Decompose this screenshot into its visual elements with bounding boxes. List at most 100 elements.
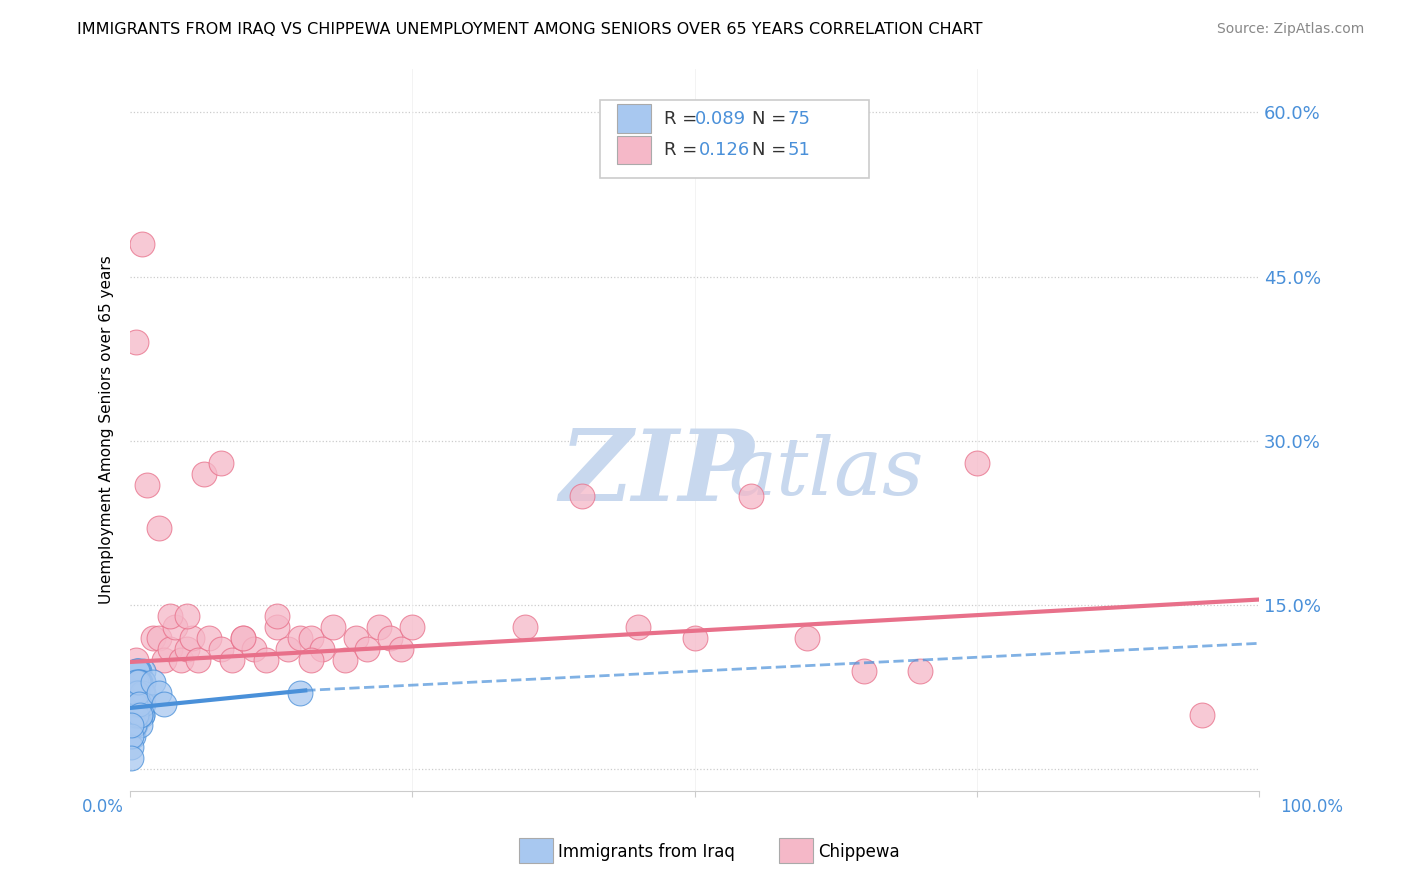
Text: R =: R = (664, 141, 709, 159)
Point (124, 685, 146, 699)
Point (277, 641, 299, 656)
Point (333, 653, 356, 667)
Text: N =: N = (752, 141, 792, 159)
Point (131, 674, 153, 689)
Point (129, 707, 152, 722)
Point (122, 697, 145, 711)
Text: 51: 51 (787, 141, 810, 159)
Point (122, 685, 145, 699)
Point (132, 674, 155, 689)
Point (322, 620, 344, 634)
Point (124, 685, 146, 699)
Point (131, 697, 153, 711)
Point (142, 631, 165, 645)
Point (299, 631, 322, 645)
Text: 75: 75 (787, 110, 810, 128)
Point (198, 631, 221, 645)
Point (127, 697, 149, 711)
Point (131, 707, 153, 722)
Point (120, 718, 142, 732)
Point (127, 697, 149, 711)
Point (159, 609, 181, 624)
Point (221, 653, 243, 667)
Point (187, 653, 209, 667)
Text: Source: ZipAtlas.com: Source: ZipAtlas.com (1216, 22, 1364, 37)
Point (131, 697, 153, 711)
Point (127, 685, 149, 699)
Point (128, 697, 150, 711)
Point (125, 653, 148, 667)
Text: ZIP: ZIP (560, 425, 754, 522)
Point (132, 685, 155, 699)
Point (232, 631, 254, 645)
Point (127, 685, 149, 699)
Point (127, 697, 149, 711)
Point (121, 707, 143, 722)
Point (131, 674, 153, 689)
Point (165, 620, 187, 634)
Point (129, 697, 152, 711)
Point (128, 697, 150, 711)
Point (389, 641, 412, 656)
Point (181, 631, 204, 645)
Point (127, 685, 149, 699)
Text: IMMIGRANTS FROM IRAQ VS CHIPPEWA UNEMPLOYMENT AMONG SENIORS OVER 65 YEARS CORREL: IMMIGRANTS FROM IRAQ VS CHIPPEWA UNEMPLO… (77, 22, 983, 37)
Text: 0.089: 0.089 (695, 110, 745, 128)
Point (367, 620, 389, 634)
Point (193, 467, 215, 481)
Point (122, 718, 145, 732)
Text: R =: R = (664, 110, 703, 128)
Point (121, 697, 143, 711)
Point (571, 489, 593, 503)
Point (232, 631, 254, 645)
Point (344, 631, 367, 645)
Text: 0.0%: 0.0% (82, 798, 124, 816)
Point (1191, 707, 1213, 722)
Point (121, 730, 143, 744)
Point (131, 236, 153, 251)
Point (122, 707, 145, 722)
Point (129, 718, 152, 732)
Point (128, 697, 150, 711)
Point (132, 685, 155, 699)
Text: Immigrants from Iraq: Immigrants from Iraq (558, 843, 735, 861)
Point (129, 685, 152, 699)
Text: atlas: atlas (728, 434, 924, 512)
Point (120, 740, 142, 755)
Text: 100.0%: 100.0% (1279, 798, 1343, 816)
Point (515, 620, 537, 634)
Point (132, 674, 155, 689)
Point (627, 620, 650, 634)
Point (129, 685, 152, 699)
Text: 0.126: 0.126 (699, 141, 749, 159)
Point (176, 609, 198, 624)
Point (148, 631, 170, 645)
Point (124, 707, 146, 722)
Point (124, 674, 146, 689)
Point (132, 697, 155, 711)
Point (128, 664, 150, 678)
Point (136, 477, 159, 491)
Point (124, 697, 146, 711)
Point (966, 456, 988, 470)
Point (153, 653, 176, 667)
Point (122, 685, 145, 699)
Point (266, 620, 288, 634)
Point (740, 489, 762, 503)
Point (266, 609, 288, 624)
Point (127, 707, 149, 722)
Point (401, 620, 423, 634)
Text: N =: N = (752, 110, 792, 128)
Point (127, 707, 149, 722)
Point (356, 641, 378, 656)
Point (148, 685, 170, 699)
Point (132, 664, 155, 678)
Point (121, 674, 143, 689)
Point (125, 674, 148, 689)
Point (288, 631, 311, 645)
Point (127, 664, 149, 678)
Point (129, 674, 152, 689)
Point (124, 718, 146, 732)
Point (127, 685, 149, 699)
Point (127, 674, 149, 689)
